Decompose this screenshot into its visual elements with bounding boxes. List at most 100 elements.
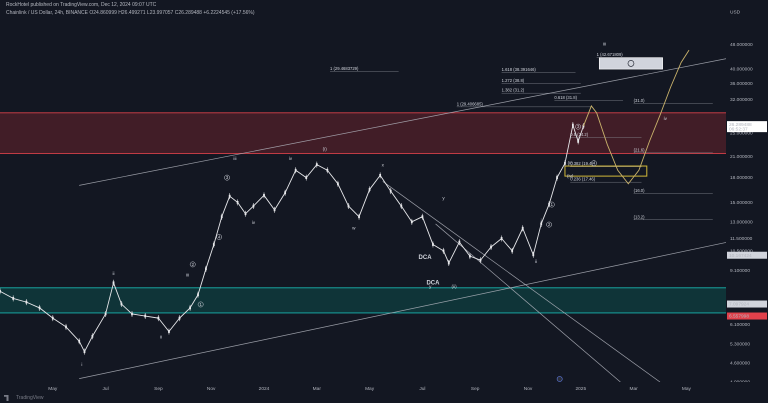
wave-label-7: 4 <box>218 234 221 239</box>
time-tick-2: Sep <box>154 386 163 392</box>
wave-label-19: 2 <box>548 222 551 227</box>
candle-body-33 <box>337 182 339 186</box>
time-tick-6: May <box>365 386 375 392</box>
candle-body-18 <box>197 293 199 297</box>
wave-label-23: 3 <box>577 124 580 129</box>
candle-body-21 <box>220 215 223 219</box>
wave-label-21: (ii) <box>568 161 574 166</box>
candle-body-35 <box>358 215 360 219</box>
wave-label-10: iv <box>289 156 293 161</box>
dca-label-1: DCA <box>426 280 440 286</box>
red-resistance-zone <box>0 112 726 154</box>
wave-label-6: 3 <box>226 175 229 180</box>
wave-label-18: i <box>541 218 542 223</box>
candle-body-31 <box>315 163 318 167</box>
price-tick-15: 5.300000 <box>730 341 750 347</box>
candle-body-46 <box>469 254 471 258</box>
candle-body-39 <box>400 204 403 208</box>
wave-label-4: 1 <box>199 302 202 307</box>
candle-body-42 <box>432 243 434 246</box>
price-tick-0: USD <box>730 10 741 16</box>
candle-body-11 <box>120 302 123 306</box>
time-tick-7: Jul <box>419 386 425 392</box>
time-tick-4: 2024 <box>259 386 270 392</box>
wave-label-11: (i) <box>323 146 328 151</box>
tradingview-brand[interactable]: TradingView <box>4 395 44 401</box>
candle-body-6 <box>78 339 81 343</box>
candle-body-40 <box>410 220 413 224</box>
candle-body-12 <box>131 312 133 316</box>
candle-body-45 <box>458 240 461 244</box>
wave-label-2: ii <box>160 335 162 340</box>
fib-label-11: (21.6) <box>634 147 646 152</box>
wave-label-25: iii <box>603 42 606 47</box>
wave-circle-19 <box>546 221 552 228</box>
wave-label-16: (ii) <box>452 284 458 289</box>
time-tick-0: May <box>48 386 58 392</box>
candle-body-41 <box>421 215 424 219</box>
price-marker-label-0: 10.167424 <box>729 253 752 259</box>
candle-body-57 <box>571 123 574 127</box>
fib-label-6: 0.618 (31.8) <box>554 95 577 100</box>
candle-body-16 <box>178 316 181 320</box>
candle-body-3 <box>38 306 41 310</box>
price-marker-0 <box>727 251 767 259</box>
current-price-tag <box>727 121 767 133</box>
candle-body-28 <box>284 191 287 195</box>
fib-label-9: 0.236 (17.46) <box>570 177 596 182</box>
candle-body-44 <box>447 261 450 265</box>
fib-label-8: 0.382 (19.4) <box>570 161 593 166</box>
fib-label-10: (31.0) <box>634 98 646 103</box>
price-marker-2 <box>727 312 767 320</box>
candle-body-13 <box>144 314 147 318</box>
wave-label-20: 1 <box>550 202 553 207</box>
wave-label-17: ii <box>535 259 537 264</box>
wave-circle-7 <box>216 234 222 240</box>
candle-body-52 <box>532 253 535 257</box>
candle-body-53 <box>540 222 543 226</box>
candle-body-1 <box>12 297 15 300</box>
wave-label-1: ii <box>112 271 114 276</box>
target-box <box>598 57 663 70</box>
candle-body-29 <box>294 168 297 172</box>
wave-circle-23 <box>575 123 582 130</box>
fib-label-7: 0.5 (24.2) <box>570 132 589 137</box>
candle-body-38 <box>389 189 392 193</box>
time-tick-1: Jul <box>103 386 109 392</box>
price-tick-14: 6.100000 <box>730 322 750 328</box>
candle-body-19 <box>205 267 207 271</box>
price-tick-12: 9.100000 <box>730 268 750 274</box>
candle-body-20 <box>212 243 215 246</box>
time-tick-8: Sep <box>471 386 480 392</box>
falling-line-1 <box>382 181 661 383</box>
fib-label-5: 1.382 (31.2) <box>502 88 525 93</box>
support-box <box>564 165 648 177</box>
dca-label-0: DCA <box>419 255 433 261</box>
lower-channel <box>79 239 740 379</box>
candle-body-32 <box>326 168 329 172</box>
candle-body-23 <box>236 200 239 204</box>
candle-body-24 <box>244 212 247 216</box>
candle-body-25 <box>252 204 255 208</box>
wave-circle-5 <box>189 261 196 268</box>
fib-label-4: 1.272 (38.8) <box>502 78 525 83</box>
candle-body-51 <box>521 226 524 230</box>
wave-label-14: y <box>442 196 445 201</box>
wave-label-13: x <box>382 163 385 168</box>
price-axis-bg <box>726 0 768 403</box>
candle-body-15 <box>168 330 170 333</box>
candle-body-34 <box>347 204 350 208</box>
candle-body-10 <box>112 281 115 285</box>
wave-label-12: w <box>352 225 356 230</box>
time-tick-3: Nov <box>207 386 216 392</box>
candle-body-0 <box>0 289 1 293</box>
candle-body-8 <box>91 334 94 338</box>
wave-circle-24 <box>591 160 597 167</box>
fib-label-3: 1 (29.4683729) <box>330 66 359 71</box>
price-tick-8: 15.000000 <box>730 200 753 206</box>
time-tick-12: May <box>682 386 692 392</box>
candle-body-14 <box>157 316 160 320</box>
